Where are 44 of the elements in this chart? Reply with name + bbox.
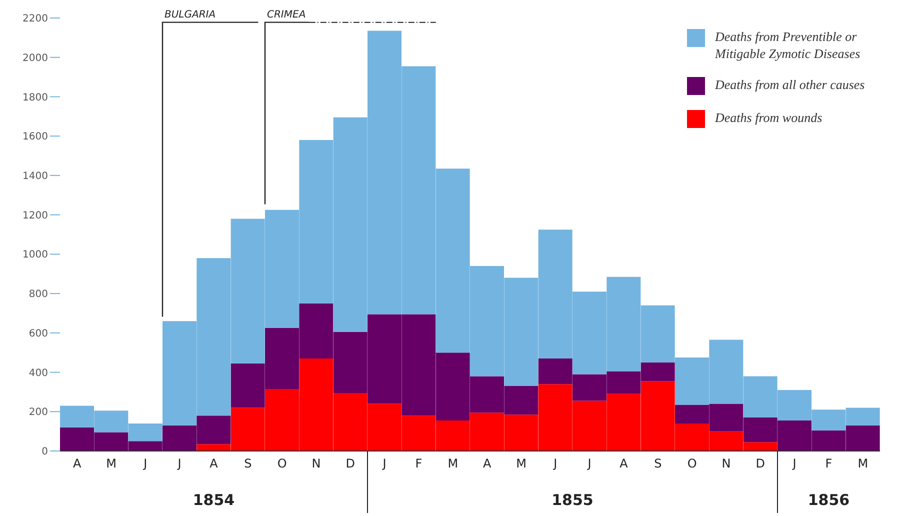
x-tick-label: A (482, 456, 492, 471)
x-tick-label: O (277, 456, 287, 471)
x-tick-label: D (756, 456, 766, 471)
y-tick-label: 2000 (22, 52, 48, 64)
x-tick-label: S (244, 456, 252, 471)
x-tick-label: F (415, 456, 422, 471)
legend-label: Deaths from wounds (715, 109, 822, 126)
y-tick-label: 0 (42, 446, 48, 458)
x-tick-label: F (825, 456, 832, 471)
text: 1856 (808, 491, 850, 509)
x-tick-label: J (792, 456, 796, 471)
x-tick-label: S (654, 456, 662, 471)
x-tick-label: J (552, 456, 558, 471)
annotation: CRIMEA (267, 9, 306, 20)
text: 1855 (552, 491, 594, 509)
x-tick-label: O (687, 456, 697, 471)
x-tick-label: J (586, 456, 592, 471)
y-tick-label: 800 (28, 289, 48, 300)
y-tick-label: 1400 (22, 171, 48, 182)
y-tick-label: 400 (28, 368, 48, 379)
legend-label: Deaths from all other causes (715, 76, 865, 93)
y-tick-label: 1200 (22, 210, 48, 222)
x-tick-label: M (858, 456, 868, 471)
y-tick-label: 200 (28, 407, 48, 418)
x-tick-label: M (448, 456, 458, 471)
y-tick-label: 1000 (22, 250, 48, 261)
y-tick-label: 1800 (22, 92, 48, 104)
y-tick-label: 2200 (22, 14, 48, 25)
x-tick-label: N (312, 456, 321, 471)
x-tick-label: J (382, 456, 386, 471)
x-tick-label: N (722, 456, 731, 471)
x-tick-label: A (620, 456, 629, 471)
x-tick-label: M (106, 456, 116, 471)
y-tick-label: 1600 (22, 132, 48, 143)
y-tick-label: 600 (28, 328, 48, 340)
text: 1854 (192, 491, 235, 509)
x-tick-label: M (516, 456, 526, 471)
x-tick-label: A (72, 456, 82, 471)
x-tick-label: J (176, 456, 182, 471)
x-tick-label: A (210, 456, 219, 471)
annotation: BULGARIA (164, 9, 216, 20)
x-tick-label: D (346, 456, 356, 471)
legend-label: Deaths from Preventible or Mitigable Zymotic Diseases (715, 28, 862, 62)
x-tick-label: J (142, 456, 148, 471)
